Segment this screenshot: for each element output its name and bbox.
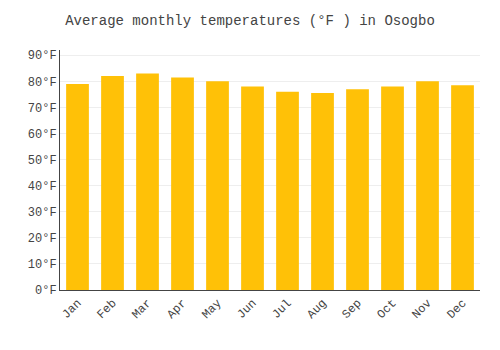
svg-text:30°F: 30°F	[28, 206, 57, 220]
svg-text:Nov: Nov	[409, 297, 434, 322]
svg-text:Sep: Sep	[339, 297, 364, 322]
svg-text:Apr: Apr	[164, 297, 189, 322]
svg-text:90°F: 90°F	[28, 49, 57, 63]
svg-text:20°F: 20°F	[28, 232, 57, 246]
svg-text:May: May	[199, 297, 224, 322]
svg-text:50°F: 50°F	[28, 154, 57, 168]
svg-text:Mar: Mar	[129, 297, 154, 322]
svg-text:Average monthly temperatures (: Average monthly temperatures (°F ) in Os…	[65, 13, 435, 29]
svg-text:Feb: Feb	[94, 297, 119, 322]
svg-text:70°F: 70°F	[28, 102, 57, 116]
svg-text:10°F: 10°F	[28, 258, 57, 272]
svg-text:Jan: Jan	[59, 297, 84, 322]
svg-text:Jul: Jul	[269, 297, 294, 322]
svg-text:0°F: 0°F	[35, 284, 57, 298]
svg-text:Jun: Jun	[234, 297, 259, 322]
svg-text:60°F: 60°F	[28, 128, 57, 142]
svg-text:Oct: Oct	[374, 297, 399, 322]
svg-text:Dec: Dec	[444, 297, 469, 322]
svg-text:40°F: 40°F	[28, 180, 57, 194]
svg-text:80°F: 80°F	[28, 76, 57, 90]
svg-text:Aug: Aug	[304, 297, 329, 322]
